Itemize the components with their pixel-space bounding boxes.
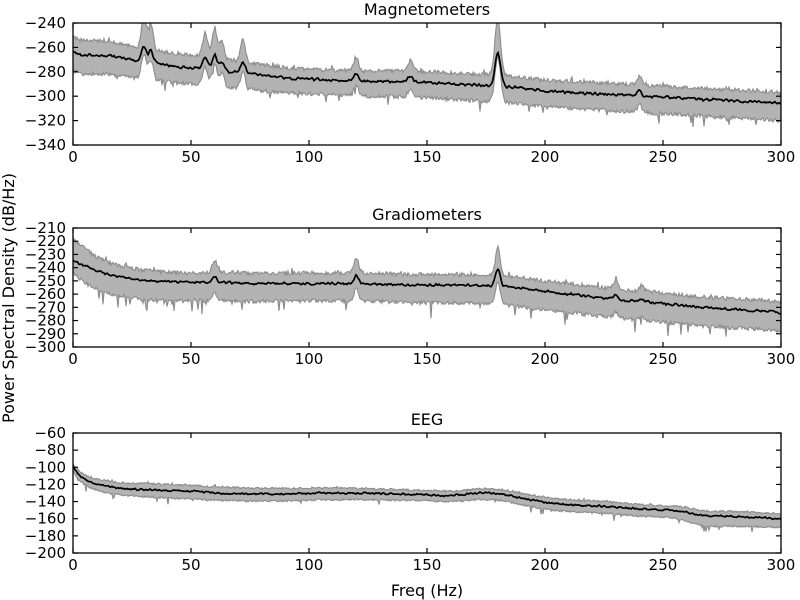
y-tick-label: −270: [25, 298, 66, 316]
y-tick-label: −290: [25, 325, 66, 343]
x-tick-label: 300: [767, 556, 796, 574]
y-tick-label: −260: [25, 285, 66, 303]
x-tick-label: 250: [649, 556, 678, 574]
y-tick-label: −210: [25, 219, 66, 237]
mean-line: [73, 45, 781, 105]
y-tick-label: −60: [34, 424, 66, 442]
axis-ticks: [72, 227, 782, 348]
y-tick-label: −80: [34, 441, 66, 459]
band-upper-edge-line: [73, 463, 781, 515]
axis-tick-labels: 0 50 100 150 200 250 300 −200−180−160−140−120−1…: [25, 424, 796, 574]
std-band: [73, 23, 781, 127]
y-tick-label: −180: [25, 527, 66, 545]
magnetometers-title: Magnetometers: [364, 0, 490, 19]
x-tick-label: 300: [767, 350, 796, 368]
x-tick-label: 150: [413, 556, 442, 574]
y-tick-label: −230: [25, 245, 66, 263]
x-tick-label: 200: [531, 148, 560, 166]
x-tick-label: 150: [413, 350, 442, 368]
y-tick-label: −140: [25, 493, 66, 511]
y-tick-label: −100: [25, 458, 66, 476]
y-tick-label: −300: [25, 338, 66, 356]
eeg-title: EEG: [411, 410, 444, 429]
magnetometers-plot: Magnetometers 0 50 100 150 200 250 300 −340 −320…: [25, 0, 796, 166]
std-band: [73, 463, 781, 532]
y-tick-label: −260: [25, 38, 66, 56]
x-tick-label: 100: [295, 148, 324, 166]
y-tick-label: −280: [25, 312, 66, 330]
y-tick-label: −320: [25, 112, 66, 130]
band-lower-edge-line: [73, 53, 781, 127]
x-tick-label: 250: [649, 350, 678, 368]
y-axis-label: Power Spectral Density (dB/Hz): [0, 173, 18, 423]
x-tick-label: 50: [181, 556, 200, 574]
x-tick-label: 150: [413, 148, 442, 166]
band-upper-edge-line: [73, 23, 781, 96]
x-tick-label: 250: [649, 148, 678, 166]
y-tick-label: −300: [25, 87, 66, 105]
gradiometers-title: Gradiometers: [372, 205, 482, 224]
y-tick-label: −120: [25, 475, 66, 493]
mean-line: [73, 466, 781, 521]
band-lower-edge-line: [73, 272, 781, 337]
eeg-plot: EEG 0 50 100 150 200 250 300−200−180−160−140−1…: [25, 410, 796, 574]
y-tick-label: −160: [25, 510, 66, 528]
y-tick-label: −200: [25, 544, 66, 562]
band-lower-edge-line: [73, 471, 781, 533]
y-tick-label: −240: [25, 14, 66, 32]
mean-line: [73, 259, 781, 315]
x-tick-label: 200: [531, 556, 560, 574]
y-tick-label: −240: [25, 259, 66, 277]
axis-tick-labels: 0 50 100 150 200 250 300 −340 −320 −300 −280 −260 −2…: [25, 14, 796, 166]
x-tick-label: 100: [295, 556, 324, 574]
axis-ticks: [72, 432, 782, 554]
y-tick-label: −340: [25, 136, 66, 154]
x-tick-label: 300: [767, 148, 796, 166]
gradiometers-plot: Gradiometers 0 50 100 150 200 250 300−300−290−…: [25, 205, 796, 368]
axis-ticks: [72, 22, 782, 146]
y-tick-label: −250: [25, 272, 66, 290]
x-tick-label: 0: [68, 148, 78, 166]
band-upper-edge-line: [73, 236, 781, 305]
x-tick-label: 0: [68, 556, 78, 574]
x-axis-label: Freq (Hz): [391, 581, 463, 600]
x-tick-label: 200: [531, 350, 560, 368]
y-tick-label: −220: [25, 232, 66, 250]
x-tick-label: 50: [181, 148, 200, 166]
series-area: [73, 236, 781, 337]
y-tick-label: −280: [25, 63, 66, 81]
series-area: [73, 23, 781, 127]
axis-tick-labels: 0 50 100 150 200 250 300−300−290−280−270−260−2…: [25, 219, 796, 368]
x-tick-label: 0: [68, 350, 78, 368]
series-area: [73, 463, 781, 533]
x-tick-label: 50: [181, 350, 200, 368]
x-tick-label: 100: [295, 350, 324, 368]
